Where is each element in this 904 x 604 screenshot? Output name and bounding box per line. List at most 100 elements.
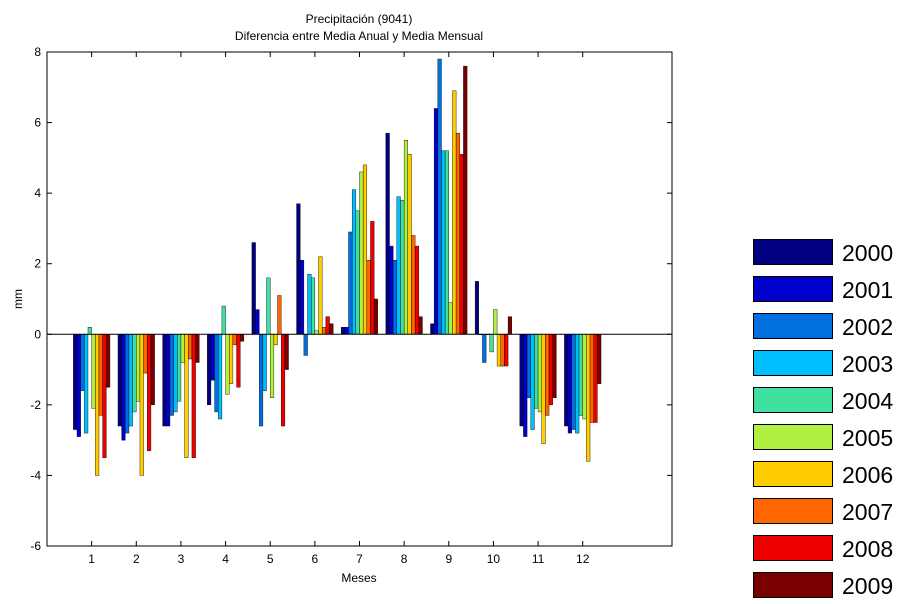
- bar: [266, 277, 271, 335]
- bar: [106, 334, 111, 388]
- legend-item: 2004: [752, 386, 902, 416]
- bar: [117, 334, 122, 427]
- bar: [548, 334, 553, 406]
- bar: [329, 323, 334, 335]
- y-tick-label: 0: [34, 327, 41, 341]
- bar: [493, 309, 498, 335]
- bar: [210, 334, 215, 381]
- bar: [284, 334, 289, 370]
- legend-swatch: [753, 498, 833, 524]
- x-tick-label: 6: [312, 552, 319, 566]
- bar: [586, 334, 591, 462]
- legend-swatch: [753, 350, 833, 376]
- bar: [541, 334, 546, 444]
- chart-title: Precipitación (9041): [306, 12, 413, 26]
- x-tick-label: 2: [133, 552, 140, 566]
- legend-item: 2006: [752, 460, 902, 490]
- bar: [407, 154, 412, 335]
- bar: [519, 334, 524, 427]
- bar: [303, 334, 308, 356]
- bar: [474, 281, 479, 335]
- bar: [441, 150, 446, 335]
- legend-item: 2000: [752, 238, 902, 268]
- bar: [578, 334, 583, 416]
- x-tick-label: 11: [532, 552, 545, 566]
- bar: [582, 334, 587, 420]
- legend-label: 2001: [842, 277, 894, 303]
- bar: [180, 334, 185, 363]
- bar: [448, 302, 453, 335]
- bar: [437, 58, 442, 335]
- bar: [597, 334, 602, 384]
- x-tick-label: 9: [445, 552, 452, 566]
- bar: [526, 334, 531, 398]
- bar: [121, 334, 126, 441]
- bar: [433, 108, 439, 335]
- bar: [504, 334, 509, 367]
- bar: [91, 334, 96, 409]
- legend-swatch: [753, 535, 833, 561]
- bar: [191, 334, 196, 458]
- bar: [452, 90, 457, 335]
- bar: [593, 334, 598, 423]
- bar: [325, 316, 330, 335]
- bar: [314, 330, 319, 335]
- y-tick-label: 4: [34, 186, 41, 200]
- bar: [418, 316, 423, 335]
- x-ticks-group: 1 2 3 4 5 6 7 8 9 10 11 12: [88, 52, 590, 566]
- bar: [307, 274, 312, 335]
- bar: [76, 334, 81, 437]
- y-tick-label: 6: [34, 116, 41, 130]
- y-tick-label: 8: [34, 45, 41, 59]
- bar: [530, 334, 535, 430]
- bar: [184, 334, 189, 458]
- y-tick-label: -2: [30, 398, 41, 412]
- bar: [240, 334, 245, 342]
- bar: [545, 334, 550, 416]
- bar: [414, 245, 419, 335]
- legend-label: 2005: [842, 425, 894, 451]
- bar: [552, 334, 557, 398]
- bar: [95, 334, 100, 476]
- bar: [147, 334, 152, 451]
- bar: [355, 210, 360, 335]
- bar: [218, 334, 223, 420]
- bar: [166, 334, 171, 427]
- bars-group: [73, 58, 602, 476]
- chart-subtitle: Diferencia entre Media Anual y Media Men…: [235, 29, 483, 43]
- legend-label: 2004: [842, 388, 894, 414]
- bar: [143, 334, 148, 374]
- legend-item: 2008: [752, 534, 902, 564]
- legend-label: 2008: [842, 536, 894, 562]
- legend-label: 2003: [842, 351, 894, 377]
- bar: [400, 199, 405, 335]
- legend-swatch: [753, 313, 833, 339]
- bar: [169, 334, 174, 416]
- bar: [207, 334, 212, 406]
- legend-label: 2000: [842, 240, 894, 266]
- bar: [280, 334, 286, 427]
- bar: [571, 334, 576, 430]
- bar: [310, 277, 316, 335]
- bar: [214, 334, 219, 413]
- bar: [455, 132, 460, 335]
- bar: [482, 334, 487, 363]
- bar: [300, 259, 305, 335]
- bar: [173, 334, 178, 413]
- bar: [177, 334, 182, 402]
- bar: [80, 334, 85, 391]
- bar: [259, 334, 264, 427]
- legend-item: 2007: [752, 497, 902, 527]
- bar: [496, 334, 501, 367]
- legend-item: 2005: [752, 423, 902, 453]
- bar: [348, 231, 353, 335]
- bar: [385, 132, 390, 335]
- bar: [98, 334, 103, 416]
- x-tick-label: 12: [576, 552, 590, 566]
- y-ticks-group: -6 -4 -2 0 2 4 6 8: [30, 45, 672, 553]
- bar: [500, 334, 505, 367]
- bar: [132, 334, 137, 413]
- bar: [340, 327, 346, 335]
- bar: [270, 334, 275, 398]
